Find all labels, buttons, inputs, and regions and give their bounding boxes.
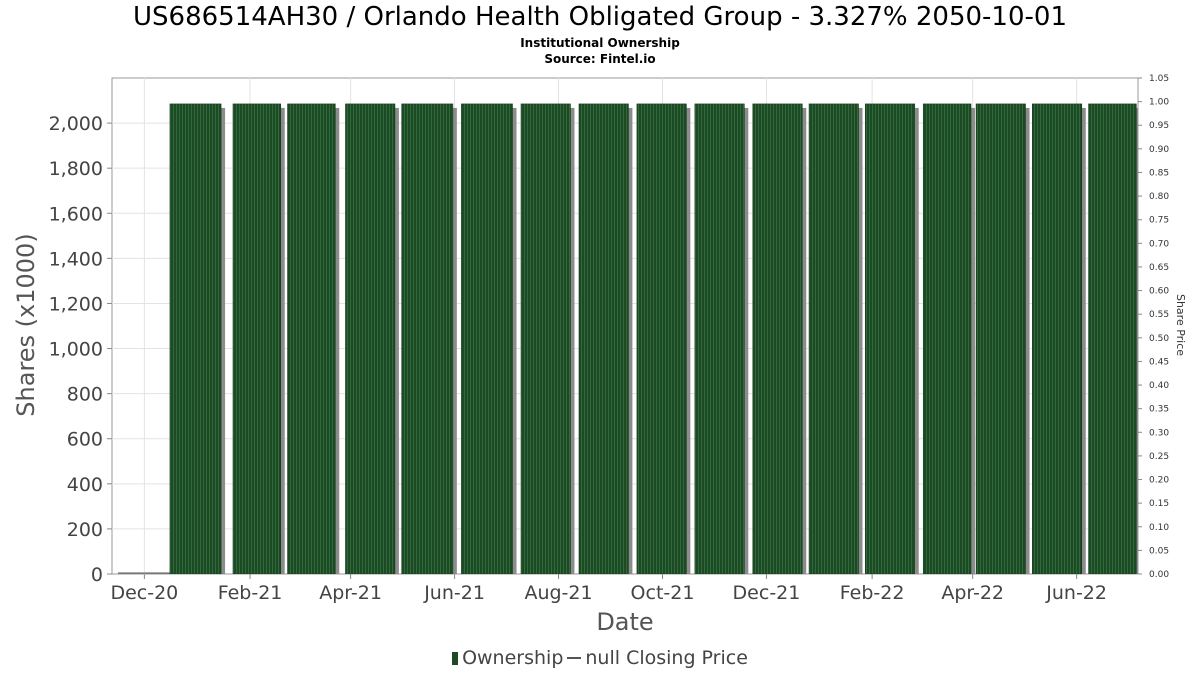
ownership-bar [1088,103,1137,574]
left-tick-label: 1,800 [49,158,103,180]
ownership-bar [694,103,745,574]
x-tick-label: Feb-22 [840,582,905,604]
ownership-bar [865,103,916,574]
ownership-bar [461,103,513,574]
x-tick-label: Jun-22 [1045,582,1107,604]
left-tick-label: 1,200 [49,293,103,315]
ownership-bar [232,103,282,574]
ownership-bar-group [169,103,1138,574]
right-tick-label: 0.95 [1149,121,1169,131]
right-tick-label: 0.40 [1149,381,1169,391]
ownership-bar [1032,103,1083,574]
x-tick-label: Dec-21 [733,582,801,604]
ownership-bar [169,103,222,574]
right-tick-label: 0.10 [1149,523,1169,533]
x-tick-label: Apr-21 [319,582,382,604]
x-axis-title: Date [596,608,653,636]
ownership-legend-swatch [452,652,459,665]
right-tick-label: 0.90 [1149,145,1169,155]
right-tick-label: 0.75 [1149,216,1169,226]
ownership-bar [401,103,454,574]
y2-axis-title: Share Price [1174,294,1187,356]
left-tick-label: 800 [67,384,103,406]
right-tick-label: 0.15 [1149,499,1169,509]
left-tick-label: 400 [67,474,103,496]
ownership-legend-label: Ownership [462,647,564,669]
ownership-bar [287,103,336,574]
price-legend-line [567,657,582,659]
right-tick-label: 0.45 [1149,357,1169,367]
right-tick-label: 0.50 [1149,334,1169,344]
right-tick-label: 1.00 [1149,98,1169,108]
ownership-bar [520,103,571,574]
ownership-bar [636,103,687,574]
right-tick-label: 1.05 [1149,74,1169,84]
left-tick-label: 1,000 [49,339,103,361]
x-tick-label: Feb-21 [218,582,283,604]
left-tick-label: 1,400 [49,248,103,270]
right-tick-label: 0.80 [1149,192,1169,202]
left-tick-label: 0 [91,564,103,586]
ownership-bar [922,103,972,574]
right-tick-label: 0.55 [1149,310,1169,320]
y-axis-title: Shares (x1000) [12,233,40,416]
ownership-bar [752,103,803,574]
x-tick-label: Dec-20 [110,582,178,604]
chart-source: Source: Fintel.io [544,52,656,66]
right-tick-label: 0.20 [1149,476,1169,486]
right-tick-label: 0.25 [1149,452,1169,462]
right-tick-label: 0.85 [1149,168,1169,178]
chart-subtitle: Institutional Ownership [520,36,680,50]
left-tick-label: 1,600 [49,203,103,225]
ownership-bar [578,103,629,574]
x-tick-label: Aug-21 [524,582,592,604]
right-tick-label: 0.65 [1149,263,1169,273]
ownership-bar [975,103,1026,574]
right-tick-label: 0.00 [1149,570,1169,580]
right-tick-label: 0.05 [1149,546,1169,556]
right-tick-label: 0.60 [1149,287,1169,297]
price-legend-label: null Closing Price [585,647,748,669]
right-axis-ticks: 0.00 0.05 0.10 0.15 0.20 0.25 0.30 0.35 0.40 0.45… [1138,74,1169,580]
left-tick-label: 600 [67,429,103,451]
ownership-bars [118,103,1138,574]
x-tick-label: Apr-22 [941,582,1004,604]
x-axis-ticks: Dec-20 Feb-21 Apr-21 Jun-21 Aug-21 Oct-21 Dec-… [110,574,1107,604]
chart-title: US686514AH30 / Orlando Health Obligated … [133,2,1067,32]
left-axis-ticks: 0 200 400 600 800 1,000 1,200 1,400 1,600 1,800 2,… [49,113,112,586]
x-tick-label: Jun-21 [423,582,485,604]
right-tick-label: 0.30 [1149,428,1169,438]
chart-legend: Ownership null Closing Price [0,647,1200,669]
ownership-bar [808,103,859,574]
x-tick-label: Oct-21 [631,582,695,604]
right-tick-label: 0.35 [1149,405,1169,415]
ownership-bar [345,103,396,574]
right-tick-label: 0.70 [1149,239,1169,249]
left-tick-label: 2,000 [49,113,103,135]
left-tick-label: 200 [67,519,103,541]
